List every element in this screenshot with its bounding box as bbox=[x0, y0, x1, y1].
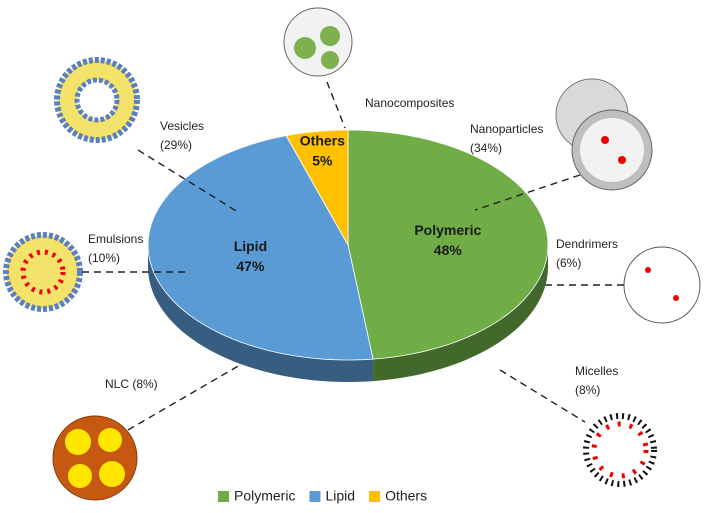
annotation: Vesicles bbox=[160, 119, 204, 133]
micelle-icon bbox=[591, 421, 649, 479]
legend: Polymeric Lipid Others bbox=[218, 488, 427, 504]
annotations: Nanocomposites Nanoparticles (34%) Dendrime… bbox=[88, 96, 618, 397]
callout-line bbox=[326, 81, 346, 129]
icon-dot bbox=[618, 156, 626, 164]
annotation: (29%) bbox=[160, 138, 192, 152]
legend-swatch bbox=[218, 491, 229, 502]
annotation: Emulsions bbox=[88, 232, 143, 246]
nlc-icon bbox=[52, 415, 138, 501]
callouts bbox=[82, 81, 624, 431]
slice-value-label: 5% bbox=[312, 153, 333, 169]
icons bbox=[3, 7, 701, 501]
slice-value-label: 47% bbox=[236, 258, 265, 274]
slice bbox=[285, 129, 349, 247]
slice-side bbox=[373, 245, 548, 382]
icon-dot bbox=[601, 136, 609, 144]
icon-dot bbox=[68, 464, 92, 488]
legend-label: Others bbox=[385, 488, 427, 504]
slice-value-label: 48% bbox=[434, 242, 463, 258]
legend-label: Polymeric bbox=[234, 488, 295, 504]
annotation: Dendrimers bbox=[556, 237, 618, 251]
annotation: Nanocomposites bbox=[365, 96, 454, 110]
slice-label: Polymeric bbox=[414, 222, 481, 238]
annotation: NLC (8%) bbox=[105, 377, 158, 391]
icon-dot bbox=[673, 295, 679, 301]
callout-line bbox=[474, 174, 581, 211]
icon-dot bbox=[645, 267, 651, 273]
icon-dot bbox=[320, 26, 340, 46]
annotation: Nanoparticles bbox=[470, 122, 543, 136]
icon-dot bbox=[65, 429, 91, 455]
callout-line bbox=[127, 364, 241, 431]
micelle-icon bbox=[583, 413, 657, 487]
annotation: (34%) bbox=[470, 141, 502, 155]
nanocomposite-icon bbox=[283, 7, 353, 77]
annotation: (10%) bbox=[88, 251, 120, 265]
emulsion-icon bbox=[20, 249, 66, 295]
annotation: Micelles bbox=[575, 364, 618, 378]
callout-line bbox=[499, 369, 586, 423]
callout-line bbox=[137, 149, 239, 213]
icon-dot bbox=[99, 461, 125, 487]
vesicle-icon bbox=[74, 77, 120, 123]
emulsion-icon bbox=[3, 232, 83, 312]
slice bbox=[347, 129, 549, 360]
nanoparticle-icon bbox=[580, 118, 644, 182]
legend-label: Lipid bbox=[325, 488, 355, 504]
legend-swatch bbox=[369, 491, 381, 502]
dendrimer-icon bbox=[623, 246, 701, 324]
icon-dot bbox=[294, 37, 316, 59]
slice-label: Others bbox=[300, 133, 345, 149]
annotation: (6%) bbox=[556, 256, 581, 270]
icon-dot bbox=[321, 51, 339, 69]
slice-side bbox=[148, 245, 374, 382]
pie: Polymeric 48% Lipid 47% Others 5% bbox=[147, 129, 549, 382]
legend-swatch bbox=[309, 491, 321, 502]
slice-label: Lipid bbox=[234, 238, 267, 254]
icon-dot bbox=[98, 428, 122, 452]
annotation: (8%) bbox=[575, 383, 600, 397]
